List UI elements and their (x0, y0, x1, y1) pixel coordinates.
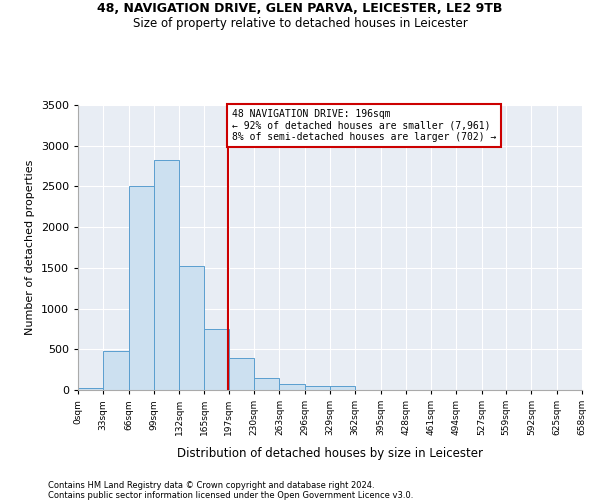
Bar (305, 386, 330, 390)
Text: Distribution of detached houses by size in Leicester: Distribution of detached houses by size … (177, 448, 483, 460)
Text: 48 NAVIGATION DRIVE: 196sqm
← 92% of detached houses are smaller (7,961)
8% of s: 48 NAVIGATION DRIVE: 196sqm ← 92% of det… (232, 110, 496, 142)
Bar (154, 160, 179, 390)
Text: Size of property relative to detached houses in Leicester: Size of property relative to detached ho… (133, 18, 467, 30)
Bar (128, 186, 154, 390)
Y-axis label: Number of detached properties: Number of detached properties (25, 160, 35, 335)
Text: Contains public sector information licensed under the Open Government Licence v3: Contains public sector information licen… (48, 491, 413, 500)
Bar (280, 384, 305, 390)
Bar (78, 388, 103, 390)
Bar (254, 378, 280, 390)
Bar (330, 386, 355, 390)
Text: Contains HM Land Registry data © Crown copyright and database right 2024.: Contains HM Land Registry data © Crown c… (48, 481, 374, 490)
Bar (205, 329, 229, 390)
Bar (179, 266, 205, 390)
Bar (103, 351, 128, 390)
Text: 48, NAVIGATION DRIVE, GLEN PARVA, LEICESTER, LE2 9TB: 48, NAVIGATION DRIVE, GLEN PARVA, LEICES… (97, 2, 503, 16)
Bar (229, 358, 254, 390)
